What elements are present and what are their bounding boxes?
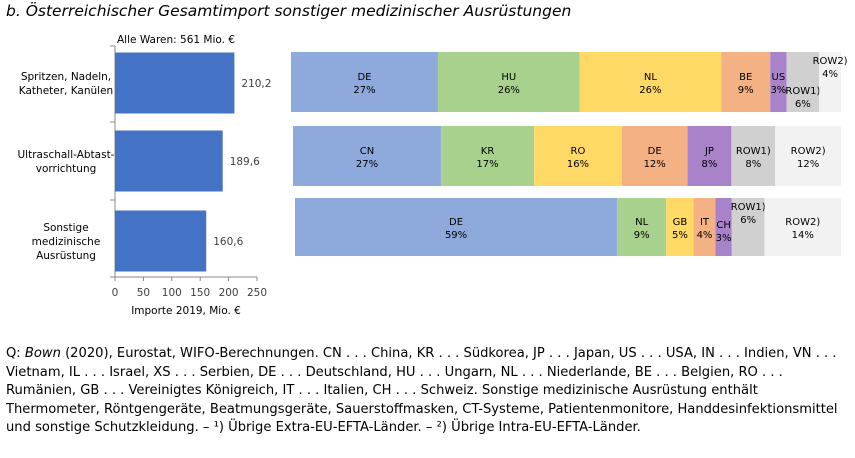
segment-value: 5% — [672, 230, 688, 241]
segment-value: 17% — [476, 159, 498, 170]
segment-label: ROW2) — [791, 146, 826, 157]
bar-value-label: 189,6 — [230, 156, 260, 168]
x-tick-label: 200 — [219, 287, 239, 299]
segment-label: JP — [704, 146, 714, 157]
category-label: Katheter, Kanülen — [19, 85, 113, 97]
segment-1-3 — [621, 126, 688, 186]
x-tick-label: 100 — [162, 287, 182, 299]
bar-value-label: 210,2 — [241, 78, 271, 90]
segment-0-1 — [438, 52, 580, 112]
chart-area: Alle Waren: 561 Mio. € 210,2 Spritzen, Nad… — [18, 34, 848, 317]
segment-value: 3% — [770, 85, 786, 96]
segment-0-0 — [291, 52, 439, 112]
footnote-author: Bown — [24, 346, 61, 361]
segment-2-0 — [295, 198, 618, 256]
segment-value: 8% — [702, 159, 718, 170]
segment-label: BE — [739, 72, 752, 83]
segment-1-4 — [687, 126, 732, 186]
category-label: Ultraschall-Abtast- — [18, 149, 115, 161]
segment-2-5 — [731, 198, 765, 256]
bar-1 — [115, 130, 223, 192]
segment-value: 59% — [445, 230, 467, 241]
segment-value: 16% — [567, 159, 589, 170]
x-tick-label: 250 — [247, 287, 267, 299]
segment-label: DE — [357, 72, 371, 83]
segment-label: DE — [648, 146, 662, 157]
segment-value: 4% — [697, 230, 713, 241]
segment-0-5 — [786, 52, 820, 112]
segment-value: 12% — [644, 159, 666, 170]
segment-2-4 — [715, 198, 732, 256]
segment-0-4 — [770, 52, 787, 112]
segment-label: IT — [700, 217, 710, 228]
total-annotation: Alle Waren: 561 Mio. € — [117, 34, 235, 46]
segment-0-2 — [579, 52, 722, 112]
bar-2 — [115, 210, 207, 272]
segment-value: 27% — [356, 159, 378, 170]
segment-label: CH — [716, 220, 731, 231]
segment-0-6 — [819, 52, 841, 112]
segment-label: NL — [635, 217, 648, 228]
x-tick-label: 150 — [190, 287, 210, 299]
segment-label: DE — [449, 217, 463, 228]
segment-1-6 — [775, 126, 841, 186]
segment-label: ROW2) — [785, 217, 820, 228]
segment-label: ROW1) — [785, 86, 820, 97]
segment-0-3 — [721, 52, 771, 112]
segment-value: 4% — [822, 69, 838, 80]
segment-label: GB — [673, 217, 688, 228]
segment-1-0 — [293, 126, 441, 186]
bar-0 — [115, 52, 235, 114]
segment-value: 9% — [634, 230, 650, 241]
segment-value: 3% — [716, 233, 732, 244]
segment-label: RO — [571, 146, 586, 157]
segment-value: 27% — [353, 85, 375, 96]
segment-value: 6% — [795, 99, 811, 110]
x-tick-label: 50 — [137, 287, 150, 299]
bar-value-label: 160,6 — [213, 236, 243, 248]
category-label: vorrichtung — [36, 163, 97, 175]
category-label: Sonstige — [43, 222, 88, 234]
segment-2-6 — [764, 198, 841, 256]
segment-label: NL — [644, 72, 657, 83]
segment-label: ROW1) — [731, 202, 766, 213]
segment-value: 14% — [792, 230, 814, 241]
category-label: Ausrüstung — [36, 250, 96, 262]
segment-2-1 — [617, 198, 667, 256]
segment-label: HU — [501, 72, 516, 83]
category-label: Spritzen, Nadeln, — [21, 71, 111, 83]
segment-1-5 — [731, 126, 776, 186]
x-axis-label: Importe 2019, Mio. € — [131, 305, 241, 317]
segment-1-1 — [440, 126, 535, 186]
segment-label: KR — [481, 146, 495, 157]
chart-title: b. Österreichischer Gesamtimport sonstig… — [6, 2, 572, 20]
footnote: Q: Bown (2020), Eurostat, WIFO-Berechnun… — [6, 345, 852, 438]
category-label: medizinische — [32, 236, 101, 248]
segment-value: 26% — [498, 85, 520, 96]
segment-value: 9% — [738, 85, 754, 96]
footnote-body: (2020), Eurostat, WIFO-Berechnungen. CN … — [6, 346, 838, 436]
segment-label: ROW2) — [813, 56, 848, 67]
segment-value: 26% — [639, 85, 661, 96]
footnote-prefix: Q: — [6, 346, 25, 361]
segment-1-2 — [534, 126, 622, 186]
footnote-text: Q: Bown (2020), Eurostat, WIFO-Berechnun… — [6, 345, 852, 438]
segment-value: 12% — [797, 159, 819, 170]
segment-label: ROW1) — [736, 146, 771, 157]
segment-label: CN — [360, 146, 374, 157]
segment-value: 6% — [740, 215, 756, 226]
segment-2-3 — [693, 198, 716, 256]
segment-value: 8% — [745, 159, 761, 170]
segment-2-2 — [666, 198, 694, 256]
x-tick-label: 0 — [112, 287, 119, 299]
segment-label: US — [772, 72, 786, 83]
